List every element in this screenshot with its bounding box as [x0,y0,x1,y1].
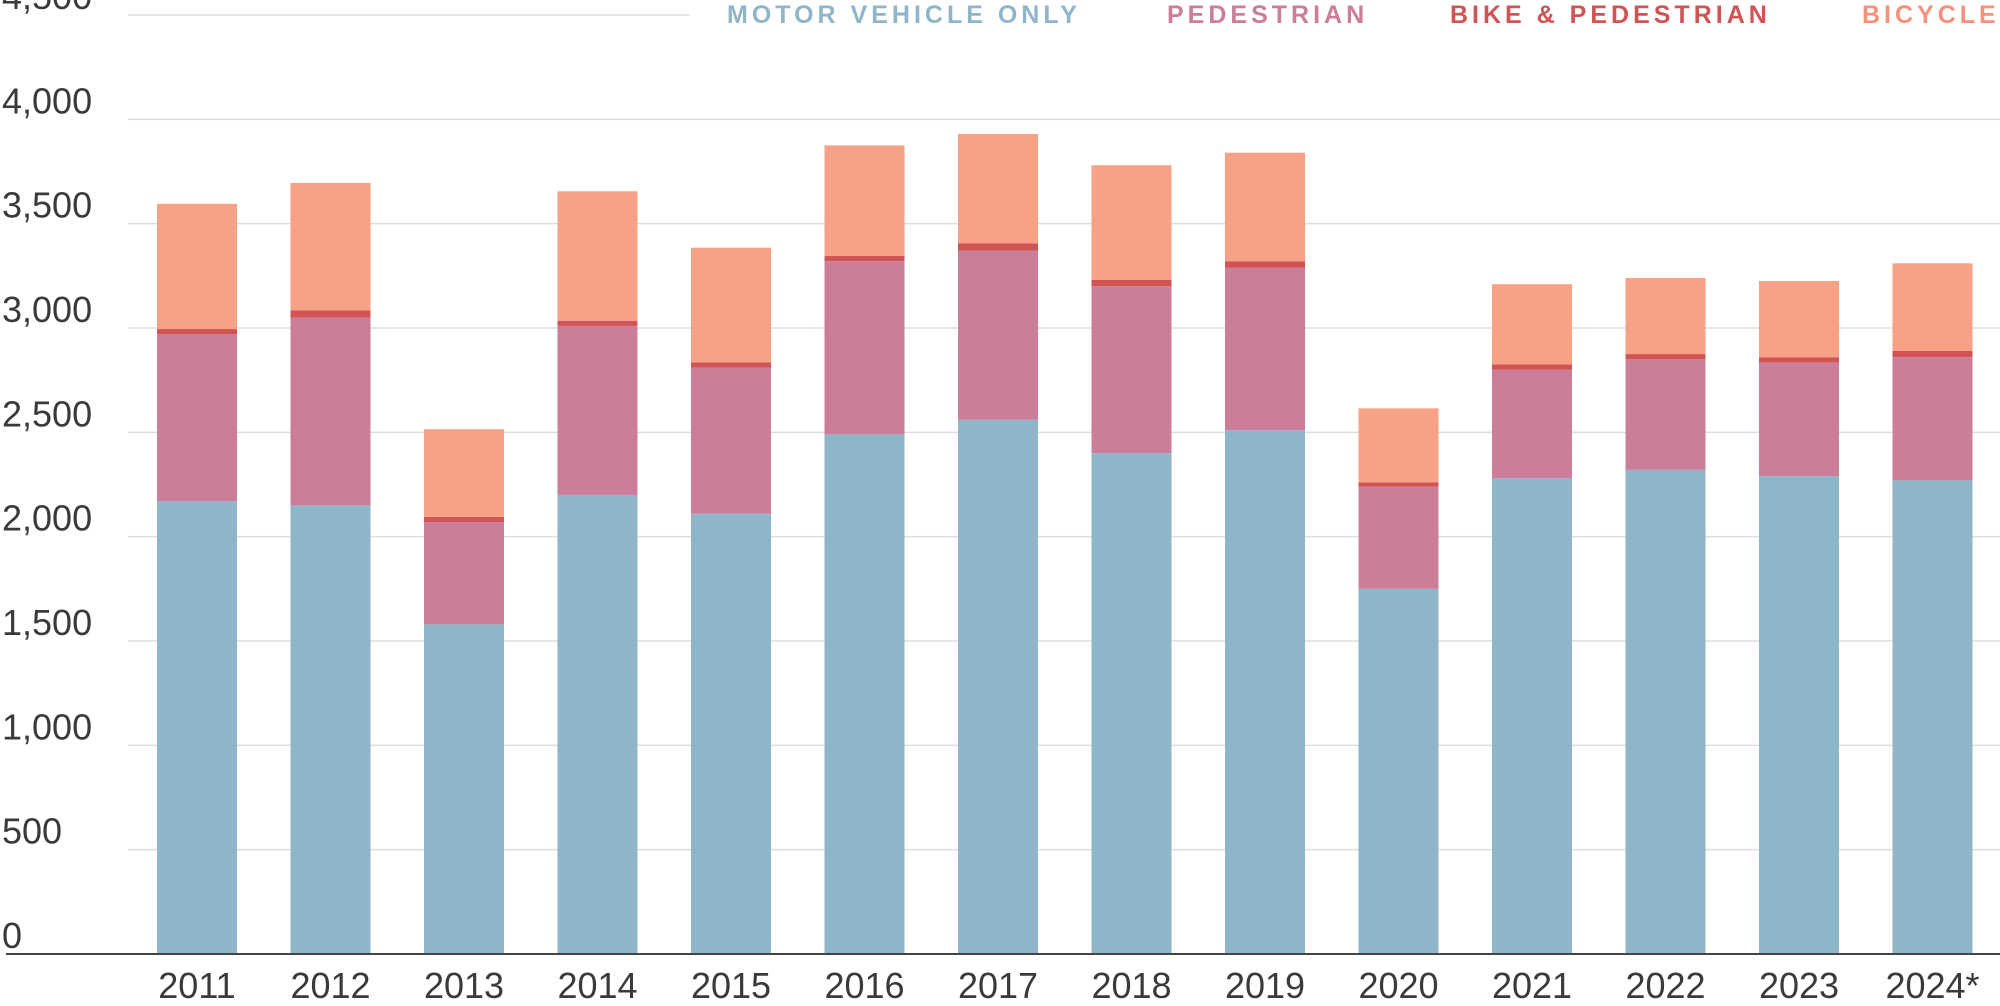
bar-pedestrian-2020 [1358,486,1439,589]
bar-bicycle-2021 [1492,284,1572,365]
bar-bike-pedestrian-2015 [691,362,771,368]
bar-bicycle-2020 [1358,408,1439,483]
y-tick-label: 1,000 [2,706,92,747]
bar-pedestrian-2024 [1892,357,1973,481]
bar-pedestrian-2022 [1625,359,1706,470]
bar-bike-pedestrian-2014 [557,320,638,326]
x-tick-label: 2021 [1492,965,1572,1006]
x-tick-label: 2014 [557,965,637,1006]
bar-pedestrian-2021 [1492,369,1572,479]
bar-bike-pedestrian-2012 [290,310,371,318]
x-axis-ticks: 2011 2012 2013 2014 2015 2016 2017 2018 2019 2020… [158,965,1979,1006]
y-tick-label: 3,500 [2,185,92,226]
bar-pedestrian-2016 [824,261,905,435]
bar-bicycle-2013 [424,429,504,517]
bar-bicycle-2014 [557,191,638,321]
bar-bicycle-2012 [290,182,371,311]
y-tick-label: 500 [2,811,62,852]
legend-item: BIKE & PEDESTRIAN [1450,1,1771,29]
bar-motor-vehicle-only-2020 [1358,588,1439,954]
bars [157,133,1973,954]
x-tick-label: 2019 [1225,965,1305,1006]
legend: MOTOR VEHICLE ONLY PEDESTRIAN BIKE & PEDES… [727,1,2000,29]
bar-pedestrian-2014 [557,325,638,495]
bar-pedestrian-2018 [1091,286,1172,454]
bar-bicycle-2019 [1225,152,1305,262]
x-tick-label: 2024* [1885,965,1979,1006]
bar-bicycle-2011 [157,203,237,330]
bar-bike-pedestrian-2020 [1358,482,1439,487]
bar-pedestrian-2017 [958,250,1038,420]
bar-pedestrian-2011 [157,334,237,502]
x-tick-label: 2022 [1625,965,1705,1006]
y-axis-ticks: 0 500 1,000 1,500 2,000 2,500 3,000 3,500 4,000 4… [2,0,92,956]
bar-pedestrian-2013 [424,522,504,625]
bar-motor-vehicle-only-2016 [824,434,905,954]
bar-bicycle-2018 [1091,165,1172,281]
y-tick-label: 3,000 [2,289,92,330]
bar-pedestrian-2015 [691,367,771,514]
x-tick-label: 2013 [424,965,504,1006]
y-tick-label: 4,500 [2,0,92,17]
y-tick-label: 0 [2,915,22,956]
bar-bike-pedestrian-2017 [958,243,1038,251]
y-tick-label: 1,500 [2,602,92,643]
bar-bike-pedestrian-2016 [824,256,905,262]
bar-bike-pedestrian-2011 [157,329,237,335]
x-tick-label: 2020 [1358,965,1438,1006]
x-tick-label: 2011 [158,965,235,1006]
bar-bicycle-2016 [824,145,905,257]
bar-bike-pedestrian-2021 [1492,364,1572,370]
bar-pedestrian-2012 [290,317,371,506]
bar-motor-vehicle-only-2014 [557,494,638,954]
bar-bike-pedestrian-2024 [1892,350,1973,358]
legend-item: MOTOR VEHICLE ONLY [727,1,1081,29]
bar-motor-vehicle-only-2017 [958,419,1038,954]
bar-motor-vehicle-only-2022 [1625,469,1706,954]
legend-item: BICYCLE [1862,1,2000,29]
y-tick-label: 2,000 [2,498,92,539]
grid [128,14,2000,851]
x-tick-label: 2015 [691,965,771,1006]
x-tick-label: 2016 [824,965,904,1006]
y-tick-label: 4,000 [2,80,92,121]
bar-motor-vehicle-only-2023 [1759,476,1839,954]
x-tick-label: 2023 [1759,965,1839,1006]
legend-item: PEDESTRIAN [1167,1,1368,29]
bar-bike-pedestrian-2019 [1225,261,1305,268]
bar-motor-vehicle-only-2012 [290,505,371,954]
bar-bicycle-2017 [958,133,1038,244]
bar-bike-pedestrian-2013 [424,516,504,523]
bar-pedestrian-2019 [1225,267,1305,431]
bar-bicycle-2024 [1892,263,1973,351]
bar-bike-pedestrian-2023 [1759,357,1839,363]
bar-bike-pedestrian-2022 [1625,354,1706,360]
bar-motor-vehicle-only-2015 [691,513,771,954]
bar-motor-vehicle-only-2021 [1492,478,1572,954]
bar-bike-pedestrian-2018 [1091,280,1172,287]
bar-motor-vehicle-only-2013 [424,624,504,954]
bar-bicycle-2022 [1625,277,1706,355]
x-tick-label: 2018 [1091,965,1171,1006]
bar-bicycle-2023 [1759,281,1839,358]
bar-motor-vehicle-only-2011 [157,501,237,954]
x-tick-label: 2017 [958,965,1038,1006]
x-tick-label: 2012 [290,965,370,1006]
bar-pedestrian-2023 [1759,362,1839,477]
bar-bicycle-2015 [691,247,771,363]
bar-motor-vehicle-only-2019 [1225,430,1305,954]
bar-motor-vehicle-only-2018 [1091,453,1172,954]
y-tick-label: 2,500 [2,393,92,434]
bar-motor-vehicle-only-2024 [1892,480,1973,954]
